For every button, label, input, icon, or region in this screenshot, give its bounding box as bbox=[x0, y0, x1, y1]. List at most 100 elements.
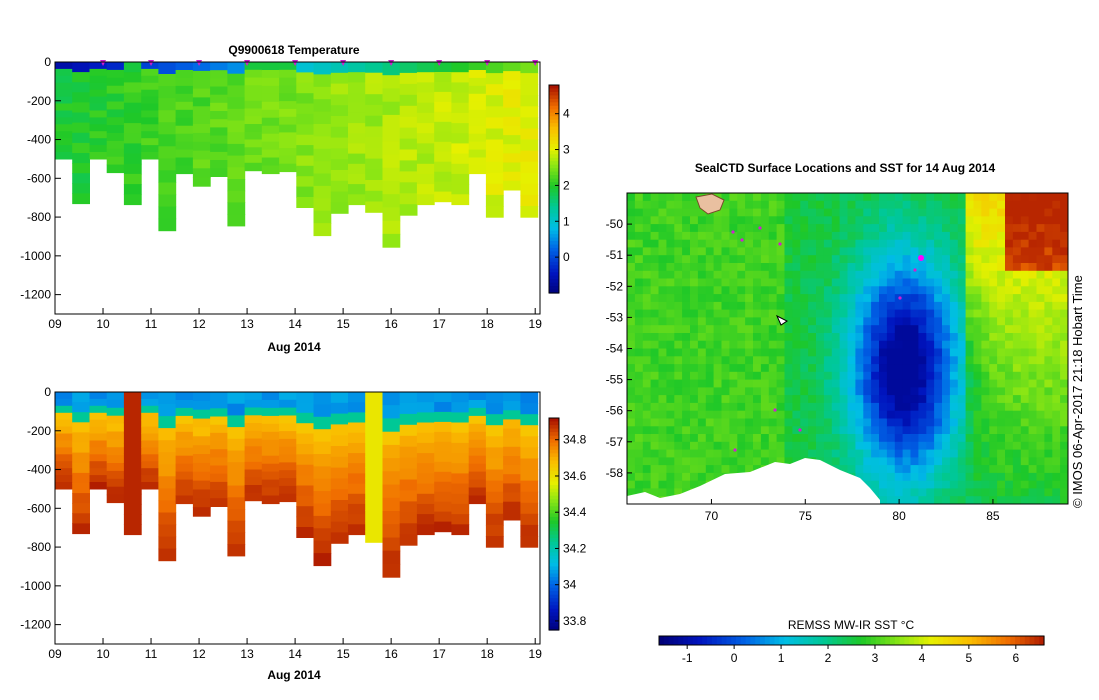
sst-cell bbox=[1005, 480, 1014, 489]
sst-cell bbox=[879, 200, 888, 210]
sst-cell bbox=[737, 449, 746, 458]
heatmap-cell bbox=[227, 497, 246, 510]
sst-cell bbox=[760, 247, 770, 256]
sst-cell bbox=[965, 340, 974, 349]
sst-cell bbox=[768, 200, 778, 210]
heatmap-cell bbox=[55, 124, 73, 132]
sst-cell bbox=[957, 402, 967, 412]
heatmap-cell bbox=[416, 473, 435, 485]
heatmap-cell bbox=[451, 402, 470, 413]
heatmap-cell bbox=[227, 509, 246, 522]
heatmap-cell bbox=[382, 181, 401, 195]
sst-cell bbox=[1052, 309, 1061, 318]
heatmap-cell bbox=[192, 480, 211, 491]
heatmap-cell bbox=[296, 103, 315, 115]
heatmap-cell bbox=[503, 483, 521, 494]
heatmap-cell bbox=[175, 439, 194, 449]
sst-cell bbox=[650, 480, 659, 489]
sst-cell bbox=[823, 434, 833, 443]
sst-cell bbox=[792, 395, 801, 404]
sst-cell bbox=[910, 231, 919, 241]
sst-cell bbox=[674, 348, 683, 357]
heatmap-cell bbox=[434, 191, 452, 203]
heatmap-cell bbox=[520, 447, 539, 460]
sst-cell bbox=[729, 231, 738, 241]
colorbar-segment bbox=[549, 502, 559, 507]
sst-cell bbox=[1012, 333, 1022, 342]
heatmap-cell bbox=[261, 455, 280, 465]
sst-cell bbox=[831, 402, 841, 412]
colorbar-segment bbox=[549, 545, 559, 550]
sst-cell bbox=[942, 395, 951, 404]
heatmap-cell bbox=[485, 392, 504, 404]
x-tick-label: 19 bbox=[529, 317, 543, 331]
sst-cell bbox=[1028, 216, 1037, 225]
sst-cell bbox=[879, 193, 888, 202]
heatmap-cell bbox=[520, 95, 539, 107]
sst-cell bbox=[1020, 379, 1030, 388]
sst-cell bbox=[879, 333, 888, 342]
sst-cell bbox=[879, 418, 888, 427]
heatmap-cell bbox=[485, 414, 504, 426]
heatmap-cell bbox=[175, 125, 194, 135]
sst-cell bbox=[682, 317, 691, 326]
sst-cell bbox=[855, 224, 864, 233]
sst-cell bbox=[1052, 239, 1061, 248]
sst-cell bbox=[894, 216, 904, 225]
heatmap-cell bbox=[279, 116, 297, 126]
sst-cell bbox=[965, 239, 974, 248]
sst-cell bbox=[745, 418, 754, 427]
sst-cell bbox=[1012, 325, 1022, 334]
sst-cell bbox=[658, 208, 667, 217]
sst-cell bbox=[1044, 340, 1053, 349]
heatmap-cell bbox=[244, 399, 263, 409]
sst-cell bbox=[823, 410, 833, 419]
sst-colorbar-segment bbox=[914, 636, 920, 645]
heatmap-cell bbox=[399, 94, 418, 107]
sst-cell bbox=[658, 441, 667, 451]
sst-cell bbox=[784, 364, 793, 373]
sst-cell bbox=[1012, 457, 1022, 466]
sst-cell bbox=[973, 371, 982, 381]
heatmap-cell bbox=[106, 77, 125, 87]
sst-colorbar-tick-label: 0 bbox=[731, 651, 738, 665]
sst-cell bbox=[729, 200, 738, 210]
sst-cell bbox=[792, 340, 801, 349]
sst-cell bbox=[886, 270, 896, 280]
heatmap-cell bbox=[106, 439, 125, 448]
heatmap-cell bbox=[106, 140, 125, 150]
heatmap-cell bbox=[416, 432, 435, 444]
sst-cell bbox=[855, 239, 864, 248]
heatmap-cell bbox=[416, 173, 435, 185]
heatmap-cell bbox=[434, 141, 452, 153]
sst-cell bbox=[839, 356, 848, 365]
sst-cell bbox=[682, 441, 691, 451]
heatmap-cell bbox=[261, 415, 280, 425]
heatmap-cell bbox=[227, 462, 246, 475]
sst-cell bbox=[737, 410, 746, 419]
heatmap-cell bbox=[330, 126, 349, 139]
heatmap-cell bbox=[330, 137, 349, 149]
heatmap-cell bbox=[55, 152, 73, 160]
sst-cell bbox=[753, 356, 762, 365]
sst-cell bbox=[1036, 263, 1045, 272]
heatmap-cell bbox=[365, 62, 383, 74]
sst-cell bbox=[745, 340, 754, 349]
heatmap-cell bbox=[55, 110, 73, 118]
sst-cell bbox=[910, 364, 919, 373]
sst-cell bbox=[729, 410, 738, 419]
sst-cell bbox=[1044, 348, 1053, 357]
colorbar-segment bbox=[549, 456, 559, 461]
sst-cell bbox=[973, 294, 982, 303]
heatmap-cell bbox=[451, 483, 470, 495]
heatmap-cell bbox=[399, 193, 418, 205]
x-tick-label: 18 bbox=[480, 647, 494, 661]
heatmap-cell bbox=[520, 536, 539, 548]
heatmap-cell bbox=[330, 191, 349, 203]
sst-cell bbox=[886, 340, 896, 349]
sst-cell bbox=[949, 317, 959, 326]
sst-cell bbox=[997, 371, 1006, 381]
sst-cell bbox=[942, 286, 951, 295]
heatmap-cell bbox=[141, 145, 159, 153]
sst-cell bbox=[721, 449, 730, 458]
